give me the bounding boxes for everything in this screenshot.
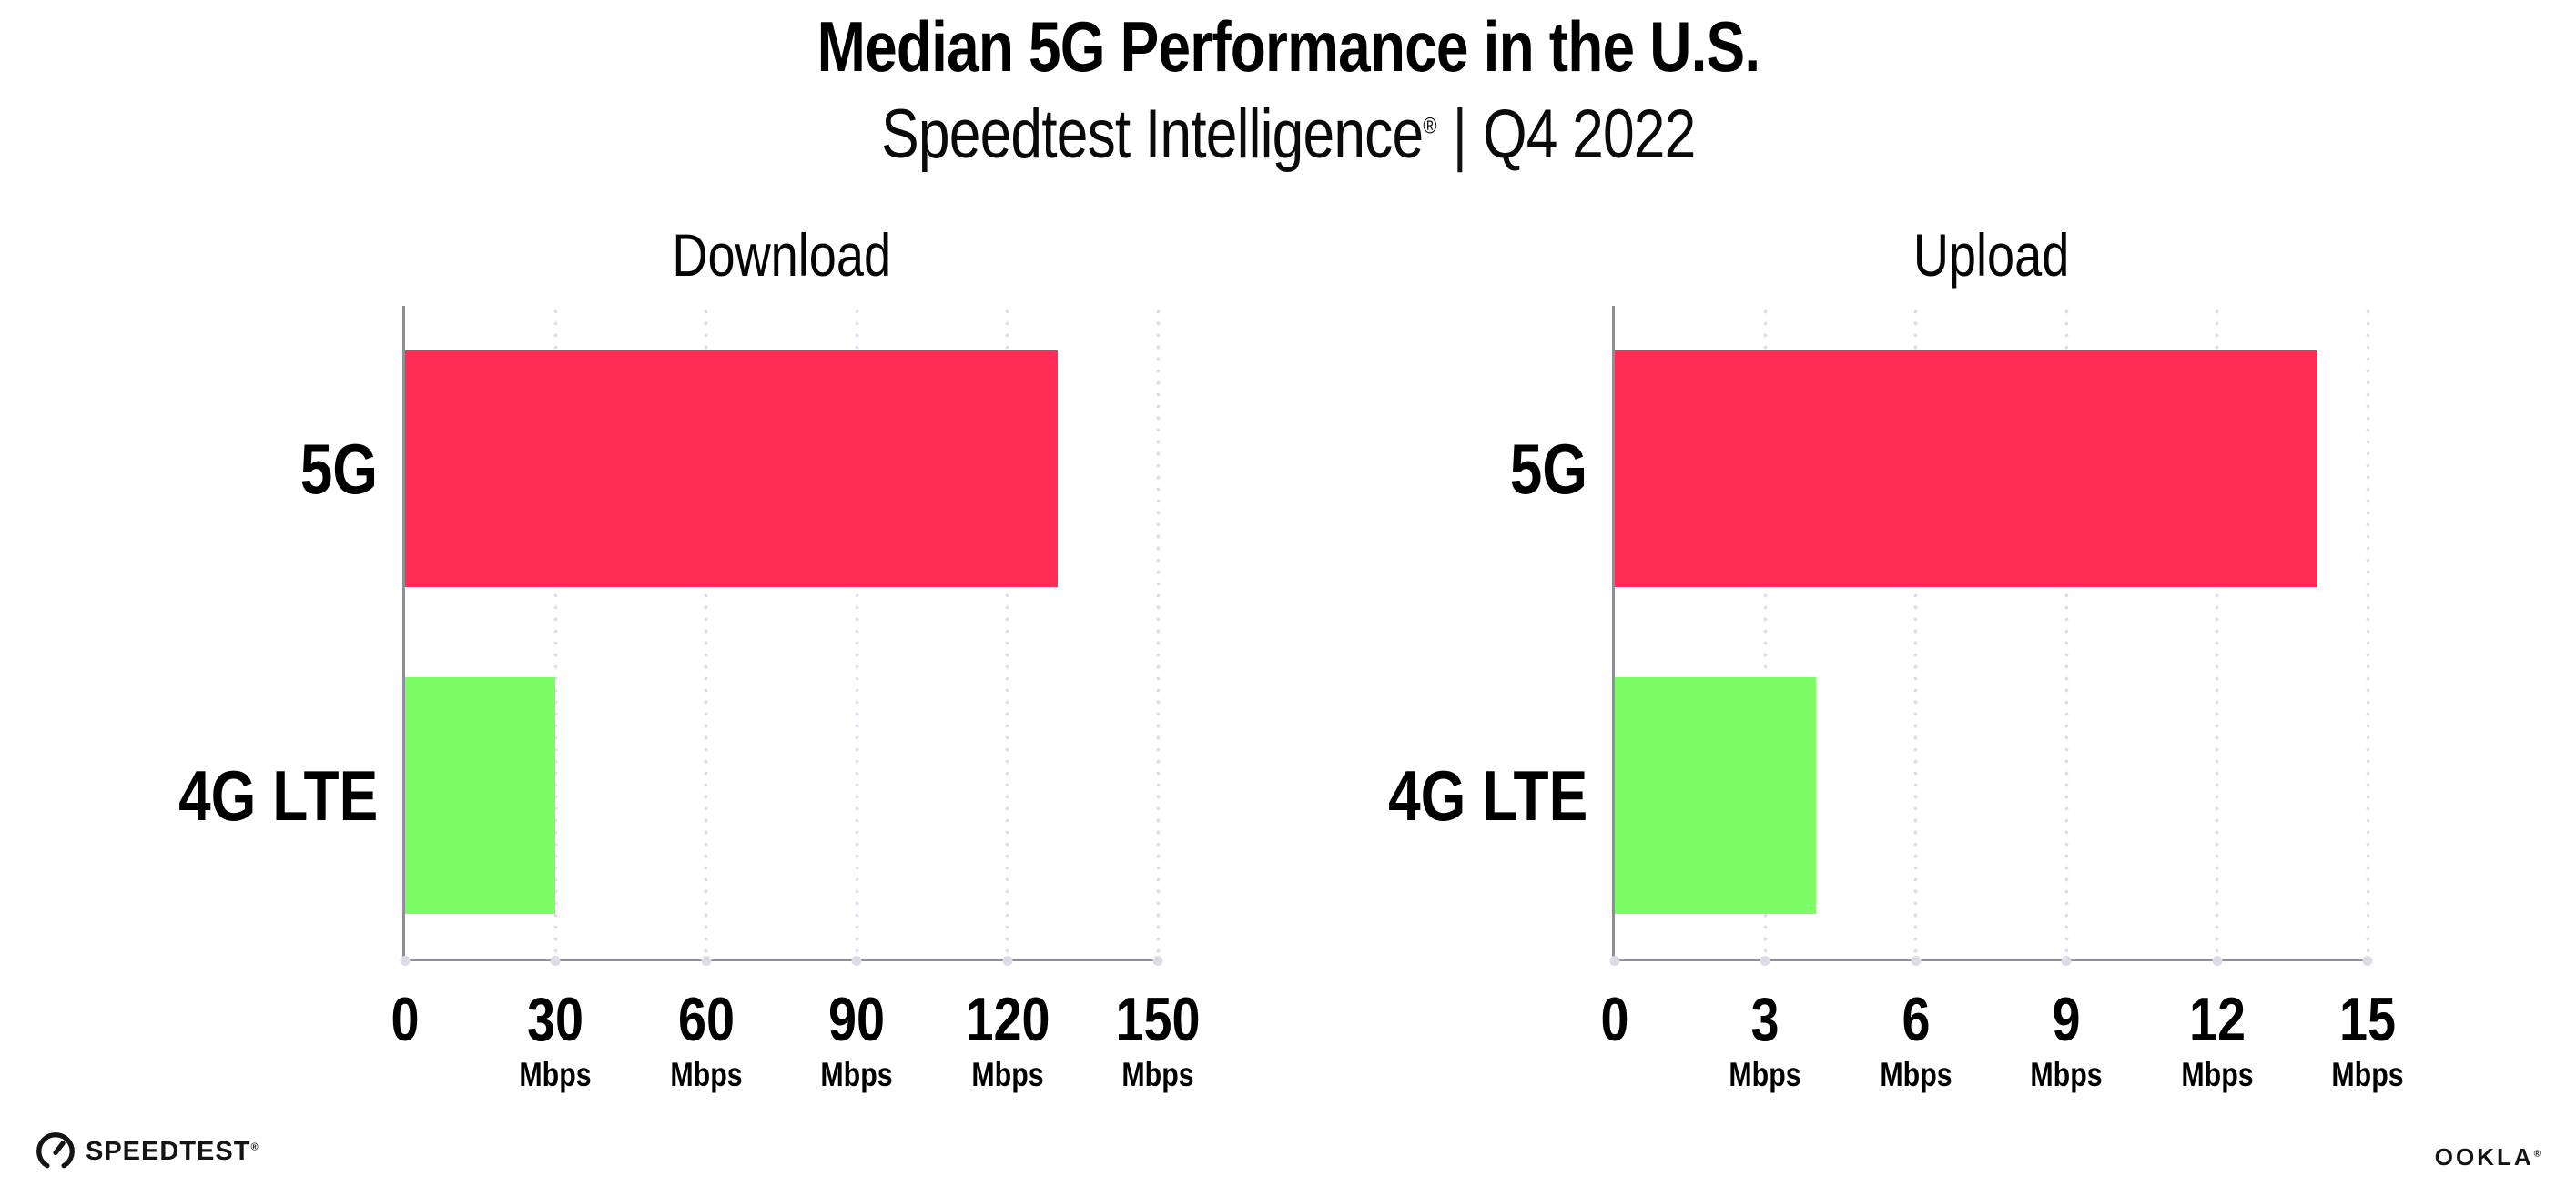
- ookla-logo: OOKLA®: [2435, 1143, 2543, 1172]
- x-tick-value-90: 90: [828, 985, 886, 1054]
- x-tick-content-0: 0: [1600, 989, 1628, 1050]
- x-tick-90: 90 Mbps: [813, 989, 901, 1094]
- bar-5g: [405, 350, 1058, 588]
- ookla-trademark: ®: [2533, 1149, 2543, 1160]
- x-tick-unit-150: Mbps: [1121, 1056, 1194, 1093]
- ookla-wordmark: OOKLA®: [2434, 1143, 2543, 1171]
- x-tick-unit-6: Mbps: [1880, 1056, 1952, 1093]
- row-label-text-4g-lte: 4G LTE: [1387, 755, 1587, 836]
- x-tick-content-60: 60 Mbps: [670, 989, 742, 1094]
- axis-tick-dot-120: [1002, 955, 1013, 966]
- x-tick-unit-120: Mbps: [970, 1056, 1044, 1093]
- registered-mark: ®: [1423, 113, 1436, 139]
- download-chart-title: Download: [672, 221, 891, 289]
- x-tick-6: 6 Mbps: [1871, 989, 1960, 1094]
- x-tick-30: 30 Mbps: [512, 989, 600, 1094]
- x-tick-content-0: 0: [390, 989, 419, 1050]
- x-tick-12: 12 Mbps: [2173, 989, 2261, 1094]
- x-tick-60: 60 Mbps: [662, 989, 750, 1094]
- axis-tick-dot-9: [2061, 955, 2072, 966]
- axis-tick-dot-0: [400, 955, 411, 966]
- row-label-4g-lte: 4G LTE: [1344, 760, 1587, 831]
- x-tick-120: 120 Mbps: [956, 989, 1059, 1094]
- x-tick-unit-12: Mbps: [2180, 1056, 2254, 1093]
- x-tick-value-12: 12: [2188, 985, 2246, 1054]
- x-tick-value-15: 15: [2338, 985, 2397, 1054]
- x-tick-3: 3 Mbps: [1721, 989, 1810, 1094]
- x-tick-value-3: 3: [1750, 985, 1780, 1054]
- speedtest-wordmark: SPEEDTEST®: [86, 1136, 259, 1166]
- x-tick-content-12: 12 Mbps: [2181, 989, 2253, 1094]
- bar-5g: [1615, 350, 2317, 588]
- x-tick-content-3: 3 Mbps: [1729, 989, 1801, 1094]
- x-tick-unit-90: Mbps: [820, 1056, 893, 1093]
- x-tick-content-120: 120 Mbps: [965, 989, 1050, 1094]
- subtitle-brand: Speedtest Intelligence: [880, 96, 1424, 173]
- speedtest-trademark: ®: [250, 1141, 259, 1152]
- axis-tick-dot-30: [550, 955, 561, 966]
- x-tick-content-15: 15 Mbps: [2331, 989, 2403, 1094]
- row-label-5g: 5G: [1493, 433, 1587, 504]
- axis-tick-dot-60: [701, 955, 712, 966]
- bar-4g-lte: [1615, 676, 1816, 914]
- download-chart-plot-area: Download 5G 4G LTE 0 30 Mbps 60 Mbps 90 Mbps 120 M…: [178, 222, 1201, 1093]
- x-tick-value-0: 0: [1600, 985, 1629, 1054]
- row-label-text-5g: 5G: [1509, 429, 1587, 510]
- speedtest-logo: SPEEDTEST®: [35, 1131, 259, 1172]
- upload-chart-title: Upload: [1912, 221, 2070, 289]
- x-tick-15: 15 Mbps: [2324, 989, 2412, 1094]
- axis-tick-dot-12: [2212, 955, 2223, 966]
- row-label-5g: 5G: [283, 433, 378, 504]
- x-tick-value-9: 9: [2052, 985, 2081, 1054]
- axis-tick-dot-150: [1152, 955, 1163, 966]
- page-title-text: Median 5G Performance in the U.S.: [816, 6, 1760, 86]
- axis-tick-dot-6: [1911, 955, 1922, 966]
- x-tick-unit-9: Mbps: [2030, 1056, 2103, 1093]
- axis-tick-dot-90: [851, 955, 862, 966]
- x-tick-value-0: 0: [390, 985, 420, 1054]
- axis-tick-dot-15: [2362, 955, 2373, 966]
- x-tick-value-150: 150: [1115, 985, 1201, 1054]
- page-subtitle: Speedtest Intelligence® | Q4 2022: [0, 96, 2576, 173]
- x-tick-0: 0: [1597, 989, 1632, 1050]
- row-label-4g-lte: 4G LTE: [135, 760, 378, 831]
- x-tick-unit-3: Mbps: [1729, 1056, 1802, 1093]
- row-label-text-5g: 5G: [299, 429, 378, 510]
- x-tick-value-60: 60: [677, 985, 735, 1054]
- speedtest-gauge-icon: [36, 1132, 75, 1169]
- x-tick-content-6: 6 Mbps: [1880, 989, 1952, 1094]
- subtitle-period: Q4 2022: [1482, 96, 1696, 173]
- gridline-150: [1155, 306, 1161, 959]
- axis-tick-dot-3: [1760, 955, 1770, 966]
- bar-4g-lte: [405, 676, 556, 914]
- row-label-text-4g-lte: 4G LTE: [177, 755, 378, 836]
- x-tick-unit-30: Mbps: [519, 1056, 593, 1093]
- x-tick-content-9: 9 Mbps: [2031, 989, 2103, 1094]
- x-tick-value-30: 30: [527, 985, 584, 1054]
- x-tick-content-30: 30 Mbps: [520, 989, 592, 1094]
- page-title: Median 5G Performance in the U.S.: [0, 7, 2576, 86]
- x-tick-0: 0: [388, 989, 422, 1050]
- x-tick-content-150: 150 Mbps: [1115, 989, 1200, 1094]
- x-tick-unit-15: Mbps: [2331, 1056, 2404, 1093]
- x-tick-value-6: 6: [1902, 985, 1931, 1054]
- subtitle-separator: |: [1452, 96, 1466, 173]
- x-tick-unit-60: Mbps: [670, 1056, 743, 1093]
- x-tick-content-90: 90 Mbps: [821, 989, 893, 1094]
- x-tick-150: 150 Mbps: [1106, 989, 1209, 1094]
- gridline-15: [2365, 306, 2370, 959]
- x-tick-value-120: 120: [965, 985, 1050, 1054]
- x-tick-9: 9 Mbps: [2023, 989, 2111, 1094]
- axis-tick-dot-0: [1609, 955, 1620, 966]
- page-subtitle-text: Speedtest Intelligence® | Q4 2022: [880, 96, 1696, 173]
- header: Median 5G Performance in the U.S. Speedt…: [0, 0, 2576, 173]
- upload-chart-plot-area: Upload 5G 4G LTE 0 3 Mbps 6 Mbps 9 Mbps 12 Mbps 15 M…: [1388, 222, 2404, 1093]
